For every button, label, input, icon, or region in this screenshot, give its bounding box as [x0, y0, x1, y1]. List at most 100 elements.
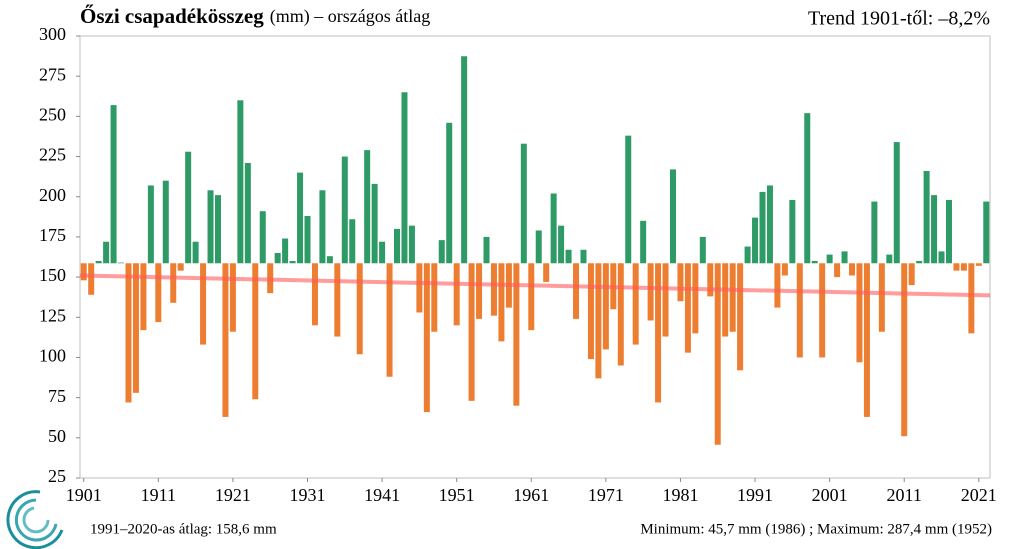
bar — [222, 263, 229, 417]
bar — [714, 263, 721, 445]
bar — [669, 169, 676, 264]
bar — [983, 201, 990, 264]
bar — [379, 241, 386, 264]
logo — [6, 490, 64, 549]
bar — [207, 190, 214, 264]
trend-line — [79, 273, 991, 298]
x-tick-label: 1951 — [439, 485, 475, 505]
bar — [408, 225, 415, 264]
bar — [282, 238, 289, 264]
bar — [804, 113, 811, 264]
y-tick-label: 50 — [48, 426, 66, 446]
bar — [394, 228, 401, 264]
bar — [103, 241, 110, 264]
x-tick-label: 2001 — [812, 485, 848, 505]
bar — [662, 263, 669, 337]
bar — [819, 263, 826, 358]
bar — [170, 263, 177, 303]
bar — [938, 251, 945, 264]
bar — [699, 236, 706, 264]
bar — [80, 263, 87, 281]
bar — [617, 263, 624, 366]
bar — [811, 261, 818, 264]
y-tick-label: 100 — [39, 346, 66, 366]
bar — [893, 142, 900, 264]
bar — [602, 263, 609, 350]
y-tick-label: 200 — [39, 185, 66, 205]
bar — [371, 183, 378, 264]
bar — [595, 263, 602, 379]
bar — [147, 185, 154, 264]
bar — [841, 251, 848, 264]
bar — [326, 256, 333, 264]
bar — [528, 263, 535, 331]
bar — [319, 190, 326, 264]
bar — [423, 263, 430, 413]
bar — [237, 100, 244, 264]
bar — [468, 263, 475, 401]
x-tick-label: 1961 — [513, 485, 549, 505]
bar — [975, 263, 982, 266]
bar — [431, 263, 438, 332]
bar — [677, 263, 684, 302]
bar — [901, 263, 908, 437]
bar — [565, 249, 572, 264]
bar — [364, 150, 371, 264]
bar — [386, 263, 393, 377]
x-tick-label: 1971 — [588, 485, 624, 505]
bar — [453, 263, 460, 326]
bar — [960, 263, 967, 271]
bar — [356, 263, 363, 355]
chart-title: Őszi csapadékösszeg — [80, 4, 264, 28]
x-tick-label: 1981 — [662, 485, 698, 505]
bar — [558, 225, 565, 264]
y-tick-label: 250 — [39, 104, 66, 124]
bar — [587, 263, 594, 360]
bar — [684, 263, 691, 353]
bar — [729, 263, 736, 332]
bar — [707, 263, 714, 297]
x-tick-label: 2011 — [887, 485, 922, 505]
bar — [311, 263, 318, 326]
bar — [490, 263, 497, 316]
trend-annotation: Trend 1901-től: –8,2% — [808, 8, 990, 30]
bar — [461, 56, 468, 264]
bar — [476, 263, 483, 319]
bar — [759, 191, 766, 264]
bar — [200, 263, 207, 345]
bar — [155, 263, 162, 323]
y-tick-label: 125 — [39, 305, 66, 325]
bar — [744, 246, 751, 264]
bar — [953, 263, 960, 271]
bar — [916, 261, 923, 264]
bar — [244, 162, 251, 264]
bar — [968, 263, 975, 334]
bar — [580, 249, 587, 264]
bar — [908, 263, 915, 286]
bar — [796, 263, 803, 358]
x-tick-label: 1941 — [364, 485, 400, 505]
bar — [140, 263, 147, 331]
bar — [655, 263, 662, 403]
bar — [289, 261, 296, 264]
chart-subtitle: (mm) – országos átlag — [270, 6, 430, 27]
bar — [543, 263, 550, 282]
x-tick-label: 1921 — [215, 485, 251, 505]
y-tick-label: 150 — [39, 265, 66, 285]
bar — [789, 199, 796, 264]
bar — [945, 199, 952, 264]
bar — [132, 263, 139, 393]
x-tick-label: 1991 — [737, 485, 773, 505]
bar — [252, 263, 259, 400]
bar — [274, 252, 281, 264]
bar — [647, 263, 654, 321]
bar — [192, 241, 199, 264]
y-tick-label: 75 — [48, 386, 66, 406]
bar — [401, 92, 408, 264]
bar — [826, 254, 833, 264]
x-tick-label: 2021 — [961, 485, 997, 505]
bar — [834, 263, 841, 278]
bar — [498, 263, 505, 342]
bar — [849, 263, 856, 276]
bar — [774, 263, 781, 308]
